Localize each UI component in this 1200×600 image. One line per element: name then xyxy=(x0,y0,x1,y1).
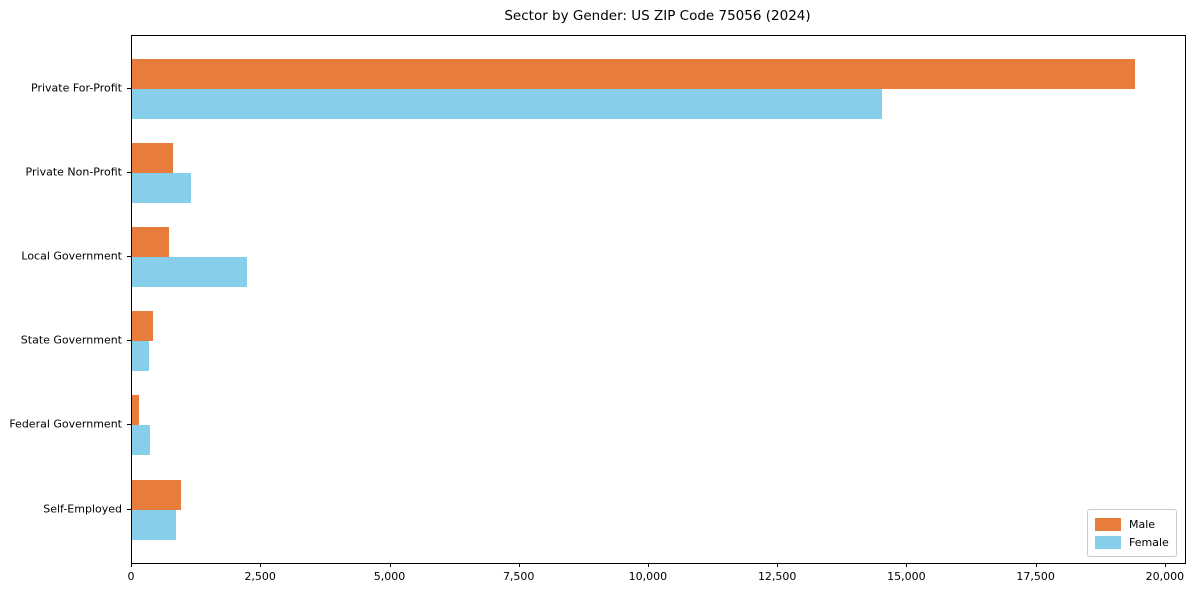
bar-female-local-government xyxy=(132,257,247,288)
y-tick-mark xyxy=(127,508,131,510)
legend-entry-male: Male xyxy=(1095,515,1176,533)
bar-female-private-for-profit xyxy=(132,89,882,119)
x-tick-label-2500: 2,500 xyxy=(244,570,276,583)
chart-title: Sector by Gender: US ZIP Code 75056 (202… xyxy=(504,8,811,24)
y-tick-label-federal-government: Federal Government xyxy=(9,417,122,431)
x-tick-mark xyxy=(777,563,779,567)
legend-label-female: Female xyxy=(1129,535,1169,549)
bar-female-state-government xyxy=(132,341,150,372)
bar-female-federal-government xyxy=(132,425,151,456)
x-tick-mark xyxy=(518,563,520,567)
bar-male-self-employed xyxy=(132,479,182,510)
x-tick-mark xyxy=(1164,563,1166,567)
y-tick-label-private-non-profit: Private Non-Profit xyxy=(25,165,122,179)
x-tick-label-20000: 20,000 xyxy=(1145,570,1185,583)
legend-swatch-male xyxy=(1095,517,1121,531)
y-tick-mark xyxy=(127,172,131,174)
legend-swatch-female xyxy=(1095,535,1121,549)
x-tick-label-7500: 7,500 xyxy=(502,570,535,583)
y-tick-label-local-government: Local Government xyxy=(21,249,122,263)
x-tick-mark xyxy=(1035,563,1037,567)
bar-male-private-for-profit xyxy=(132,59,1135,89)
y-tick-label-self-employed: Self-Employed xyxy=(43,502,122,515)
x-tick-label-12500: 12,500 xyxy=(757,570,797,583)
x-tick-mark xyxy=(389,563,391,567)
y-tick-label-private-for-profit: Private For-Profit xyxy=(31,81,122,95)
y-tick-label-state-government: State Government xyxy=(20,333,122,347)
bar-male-private-non-profit xyxy=(132,143,173,174)
x-tick-label-15000: 15,000 xyxy=(887,570,926,583)
x-tick-label-17500: 17,500 xyxy=(1016,570,1055,583)
bar-female-self-employed xyxy=(132,509,176,540)
legend-label-male: Male xyxy=(1129,517,1156,531)
bar-male-local-government xyxy=(132,227,170,258)
x-tick-label-10000: 10,000 xyxy=(628,570,668,583)
x-tick-label-0: 0 xyxy=(127,570,135,583)
x-tick-mark xyxy=(647,563,649,567)
y-tick-mark xyxy=(127,88,131,89)
plot-area xyxy=(131,35,1186,564)
bar-male-state-government xyxy=(132,311,154,342)
x-tick-mark xyxy=(906,563,908,567)
legend-entry-female: Female xyxy=(1095,533,1176,551)
bar-male-federal-government xyxy=(132,395,140,426)
y-tick-mark xyxy=(127,424,131,426)
bar-female-private-non-profit xyxy=(132,173,191,204)
x-tick-mark xyxy=(260,563,262,567)
x-tick-mark xyxy=(131,563,132,567)
y-tick-mark xyxy=(127,256,131,258)
legend: Male Female xyxy=(1087,509,1177,557)
y-tick-mark xyxy=(127,340,131,342)
x-tick-label-5000: 5,000 xyxy=(373,570,406,583)
